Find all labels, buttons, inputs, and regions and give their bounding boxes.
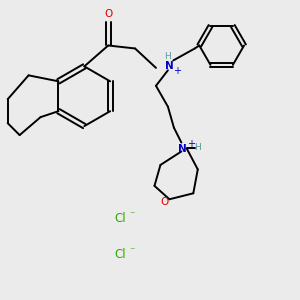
Text: H: H [194,143,201,152]
Text: N: N [178,143,187,154]
Text: +: + [173,66,181,76]
Text: O: O [104,9,112,19]
Text: O: O [160,197,168,207]
Text: N: N [165,61,174,71]
Text: ⁻: ⁻ [129,211,135,221]
Text: Cl: Cl [115,212,126,225]
Text: ⁻: ⁻ [129,247,135,256]
Text: Cl: Cl [115,248,126,261]
Text: +: + [187,139,195,149]
Text: H: H [164,52,171,61]
